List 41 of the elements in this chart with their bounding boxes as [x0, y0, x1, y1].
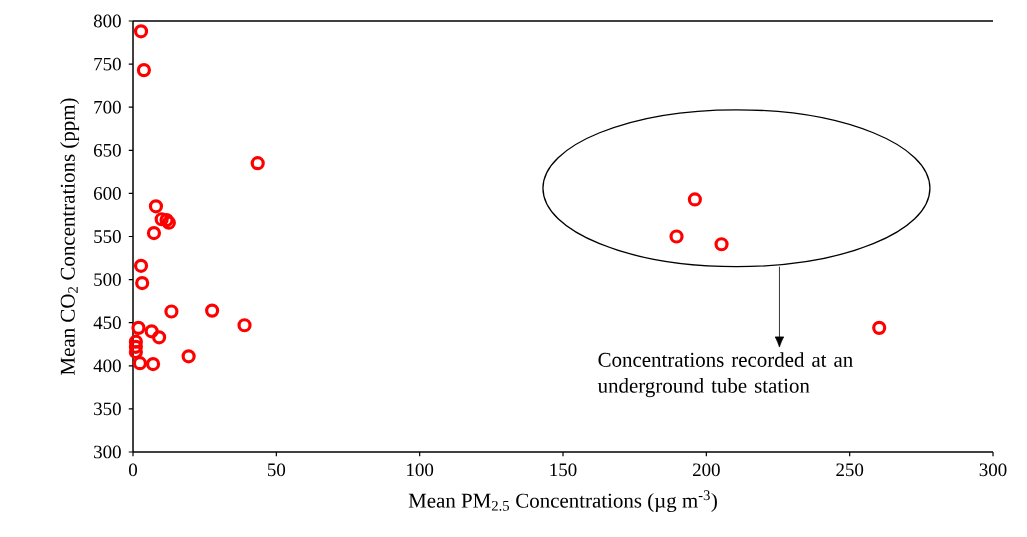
x-tick-label: 250 [836, 463, 864, 477]
y-tick-label: 400 [93, 359, 121, 373]
point [164, 304, 179, 319]
point [133, 258, 149, 273]
y-tick-label: 550 [94, 230, 121, 243]
y-tick-label: 450 [93, 316, 121, 330]
x-axis-title: Mean PM$_{2.5}$ Concentrations (µg m$^{-3}$) [408, 490, 717, 513]
y-tick-label: 750 [94, 57, 121, 71]
y-tick-label: 800 [93, 14, 121, 28]
point [132, 356, 147, 371]
point [152, 330, 167, 345]
y-tick-label: 350 [94, 402, 121, 416]
point [714, 237, 729, 252]
y-tick-label: 600 [94, 187, 121, 200]
point [145, 356, 161, 372]
point [872, 320, 887, 335]
y-tick-label: 300 [94, 445, 121, 459]
point [181, 349, 196, 364]
point [136, 63, 151, 78]
annotation: Concentrations recorded at an underground tube station [597, 352, 853, 398]
point [687, 192, 702, 207]
x-tick-label: 300 [979, 463, 1007, 477]
x-tick-label: 50 [267, 463, 286, 477]
y-tick-label: 500 [94, 273, 121, 286]
x-tick-label: 100 [407, 463, 434, 477]
x-tick-label: 150 [550, 463, 577, 477]
x-tick-label: 200 [692, 463, 720, 477]
y-tick-label: 700 [94, 100, 121, 114]
y-axis-title: Mean CO$_{2}$ Concentrations (ppm) [60, 98, 80, 375]
point [237, 318, 252, 333]
point [131, 320, 146, 335]
point [133, 24, 149, 39]
point [135, 275, 150, 291]
point [148, 199, 164, 214]
point [144, 324, 159, 339]
point [205, 303, 220, 318]
point [250, 156, 265, 171]
point [669, 229, 684, 244]
point [146, 225, 162, 241]
x-tick-label: 0 [129, 463, 138, 477]
y-tick-label: 650 [94, 143, 121, 157]
